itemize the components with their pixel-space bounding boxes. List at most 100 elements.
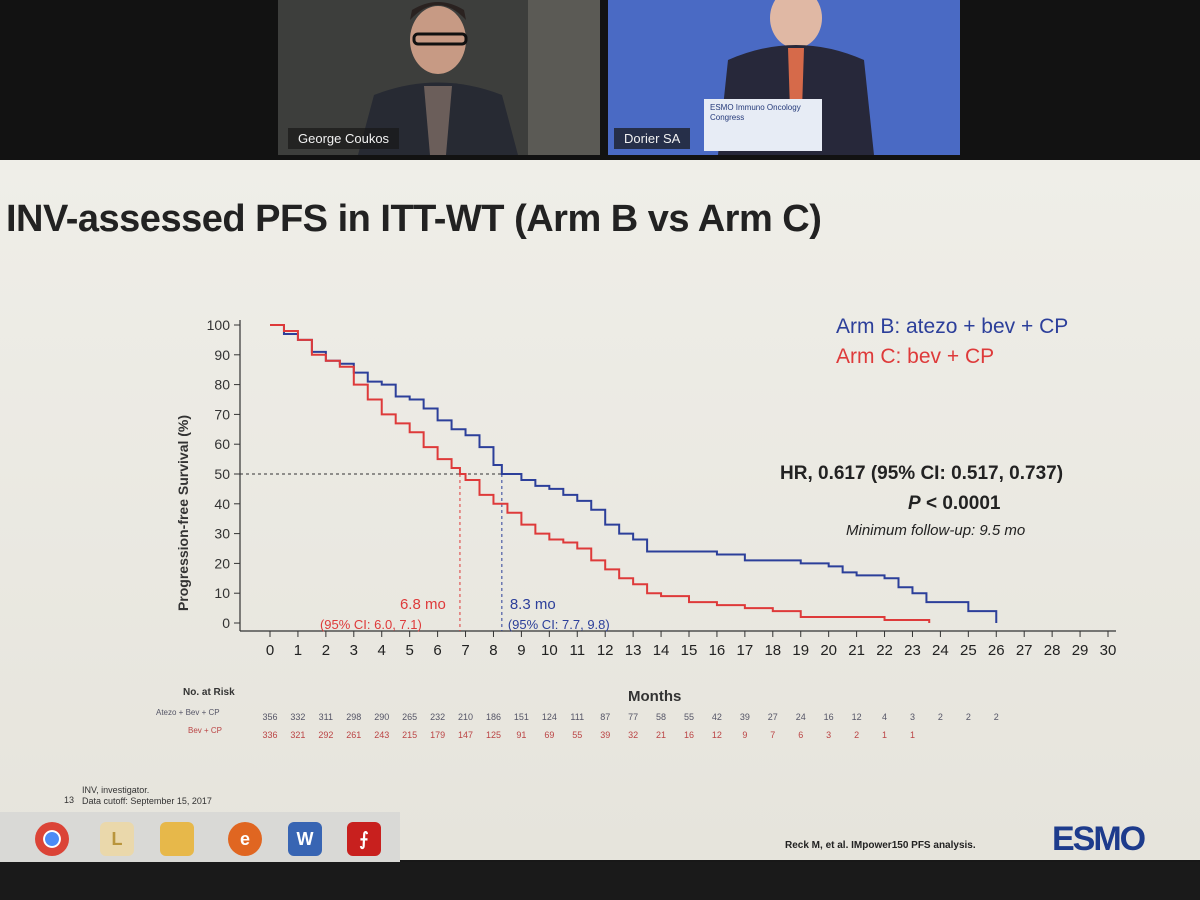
x-tick-label: 14	[653, 642, 670, 659]
risk-cell-arm-b: 39	[740, 712, 750, 722]
risk-cell-arm-c: 91	[516, 730, 526, 740]
y-tick-label: 20	[214, 555, 230, 571]
screen-bezel	[0, 862, 1200, 900]
median-ci-arm-c: (95% CI: 6.0, 7.1)	[320, 617, 422, 632]
chrome-icon[interactable]	[35, 822, 69, 856]
esmo-logo: ESMO	[1052, 820, 1146, 858]
risk-cell-arm-c: 16	[684, 730, 694, 740]
folder-icon[interactable]	[160, 822, 194, 856]
median-label-arm-b: 8.3 mo	[510, 596, 556, 613]
risk-cell-arm-b: 2	[938, 712, 943, 722]
risk-cell-arm-c: 321	[290, 730, 305, 740]
participant-name: Dorier SA	[614, 128, 691, 149]
x-tick-label: 24	[932, 642, 949, 659]
x-tick-label: 6	[433, 642, 441, 659]
footnote-line: INV, investigator.	[82, 785, 150, 795]
risk-cell-arm-c: 21	[656, 730, 666, 740]
x-tick-label: 2	[322, 642, 330, 659]
slide-number: 13	[64, 795, 75, 805]
taskbar: L e W ⨍	[0, 812, 400, 862]
x-tick-label: 29	[1072, 642, 1089, 659]
p-label: P	[908, 493, 921, 514]
y-tick-label: 0	[222, 615, 230, 631]
x-tick-label: 26	[988, 642, 1005, 659]
pdf-icon[interactable]: ⨍	[347, 822, 381, 856]
y-tick-label: 80	[214, 377, 230, 393]
app-l-icon[interactable]: L	[100, 822, 134, 856]
x-tick-label: 7	[461, 642, 469, 659]
risk-cell-arm-b: 16	[824, 712, 834, 722]
risk-cell-arm-b: 4	[882, 712, 887, 722]
x-tick-label: 10	[541, 642, 558, 659]
risk-cell-arm-c: 7	[770, 730, 775, 740]
risk-cell-arm-c: 336	[262, 730, 277, 740]
x-tick-label: 3	[350, 642, 358, 659]
y-tick-label: 10	[214, 585, 230, 601]
x-tick-label: 1	[294, 642, 302, 659]
km-curve-arm-c	[270, 324, 931, 623]
risk-cell-arm-b: 210	[458, 712, 473, 722]
risk-cell-arm-b: 27	[768, 712, 778, 722]
risk-cell-arm-b: 151	[514, 712, 529, 722]
x-tick-label: 18	[764, 642, 781, 659]
risk-cell-arm-c: 292	[318, 730, 333, 740]
app-e-icon[interactable]: e	[228, 822, 262, 856]
median-ci-arm-b: (95% CI: 7.7, 9.8)	[508, 617, 610, 632]
x-tick-label: 17	[737, 642, 754, 659]
risk-cell-arm-c: 1	[910, 730, 915, 740]
risk-cell-arm-c: 261	[346, 730, 361, 740]
legend-arm-c: Arm C: bev + CP	[836, 345, 995, 368]
x-tick-label: 9	[517, 642, 525, 659]
x-tick-label: 13	[625, 642, 642, 659]
risk-cell-arm-b: 311	[319, 712, 333, 722]
risk-cell-arm-b: 2	[994, 712, 999, 722]
risk-cell-arm-b: 42	[712, 712, 722, 722]
y-axis-label: Progression-free Survival (%)	[175, 414, 191, 612]
risk-cell-arm-c: 6	[798, 730, 803, 740]
participant-tile[interactable]: George Coukos	[278, 0, 600, 155]
x-axis-label: Months	[628, 688, 682, 705]
participant-tile[interactable]: ESMO Immuno Oncology Congress Dorier SA	[608, 0, 960, 155]
citation: Reck M, et al. IMpower150 PFS analysis.	[785, 840, 976, 851]
risk-cell-arm-b: 298	[346, 712, 361, 722]
x-tick-label: 15	[681, 642, 698, 659]
y-tick-label: 40	[214, 496, 230, 512]
risk-cell-arm-c: 1	[882, 730, 887, 740]
risk-cell-arm-b: 12	[852, 712, 862, 722]
risk-cell-arm-c: 215	[402, 730, 417, 740]
y-tick-label: 90	[214, 347, 230, 363]
x-tick-label: 8	[489, 642, 497, 659]
risk-cell-arm-c: 3	[826, 730, 831, 740]
x-tick-label: 21	[848, 642, 865, 659]
risk-row-label-arm-c: Bev + CP	[188, 726, 223, 735]
median-label-arm-c: 6.8 mo	[400, 596, 446, 613]
risk-cell-arm-c: 39	[600, 730, 610, 740]
p-value-text: < 0.0001	[920, 493, 1001, 514]
risk-cell-arm-b: 77	[628, 712, 638, 722]
x-tick-label: 22	[876, 642, 893, 659]
risk-cell-arm-c: 12	[712, 730, 722, 740]
y-tick-label: 70	[214, 406, 230, 422]
participant-name: George Coukos	[288, 128, 400, 149]
x-tick-label: 23	[904, 642, 921, 659]
x-tick-label: 0	[266, 642, 274, 659]
hazard-ratio: HR, 0.617 (95% CI: 0.517, 0.737)	[780, 463, 1064, 484]
y-tick-label: 30	[214, 526, 230, 542]
x-tick-label: 27	[1016, 642, 1033, 659]
x-tick-label: 16	[709, 642, 726, 659]
word-icon[interactable]: W	[288, 822, 322, 856]
km-curve-arm-b	[270, 324, 998, 623]
y-tick-label: 50	[214, 466, 230, 482]
risk-row-label-arm-b: Atezo + Bev + CP	[156, 708, 220, 717]
risk-cell-arm-b: 124	[542, 712, 557, 722]
risk-cell-arm-b: 290	[374, 712, 389, 722]
risk-cell-arm-c: 179	[430, 730, 445, 740]
x-tick-label: 5	[405, 642, 413, 659]
x-tick-label: 12	[597, 642, 614, 659]
p-value: P < 0.0001	[908, 493, 1000, 515]
x-tick-label: 4	[378, 642, 386, 659]
risk-cell-arm-c: 125	[486, 730, 501, 740]
x-tick-label: 20	[820, 642, 837, 659]
risk-cell-arm-b: 2	[966, 712, 971, 722]
y-tick-label: 60	[214, 436, 230, 452]
